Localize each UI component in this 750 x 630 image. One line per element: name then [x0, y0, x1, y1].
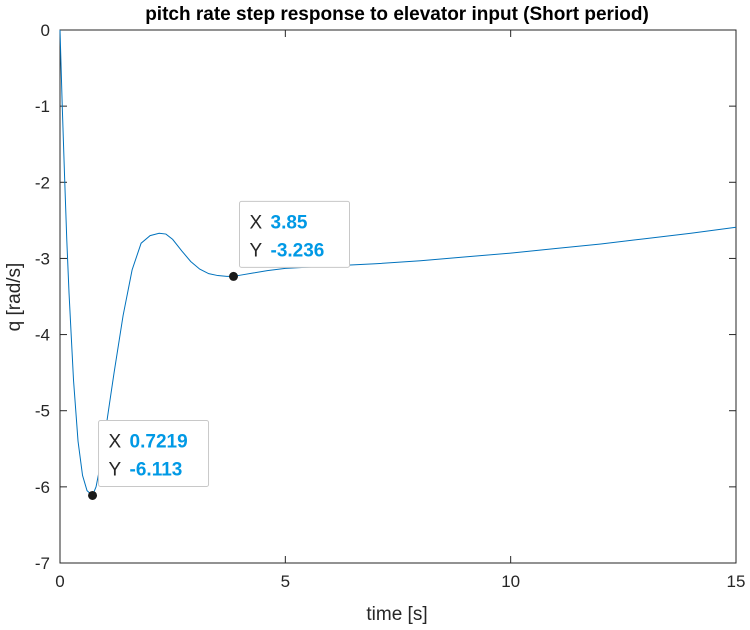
datatip-y-key: Y [109, 459, 122, 480]
x-tick-label: 5 [281, 572, 290, 591]
datatip-box[interactable] [98, 419, 210, 487]
y-tick-label: -4 [35, 326, 50, 345]
datatip-y-key: Y [250, 240, 263, 261]
y-tick-label: -1 [35, 97, 50, 116]
y-tick-label: -2 [35, 173, 50, 192]
y-tick-label: -7 [35, 554, 50, 573]
datatip-y-value: -3.236 [271, 240, 325, 261]
series-line [59, 29, 737, 497]
chart-title: pitch rate step response to elevator inp… [145, 4, 649, 25]
datatip-x-key: X [250, 212, 263, 233]
x-tick-label: 15 [727, 572, 746, 591]
x-axis-label: time [s] [366, 604, 427, 625]
datatip-x-value: 3.85 [271, 212, 308, 233]
plot-area: 0 5 10 15 0 -1 -2 -3 -4 -5 -6 -7 X 0.7219 Y -6.113 X 3.85… [35, 21, 746, 591]
y-tick-label: -5 [35, 402, 50, 421]
x-tick-label: 0 [55, 572, 64, 591]
datatip-marker[interactable] [88, 490, 98, 500]
x-tick-label: 10 [501, 572, 520, 591]
datatip-y-value: -6.113 [130, 459, 183, 480]
y-axis-label: q [rad/s] [4, 263, 25, 332]
y-tick-label: -6 [35, 478, 50, 497]
datatip-x-key: X [109, 431, 122, 452]
datatip-x-value: 0.7219 [130, 431, 188, 452]
datatip-box[interactable] [239, 200, 351, 268]
datatip-marker[interactable] [229, 271, 239, 281]
y-tick-label: 0 [41, 21, 50, 40]
y-tick-label: -3 [35, 249, 50, 268]
